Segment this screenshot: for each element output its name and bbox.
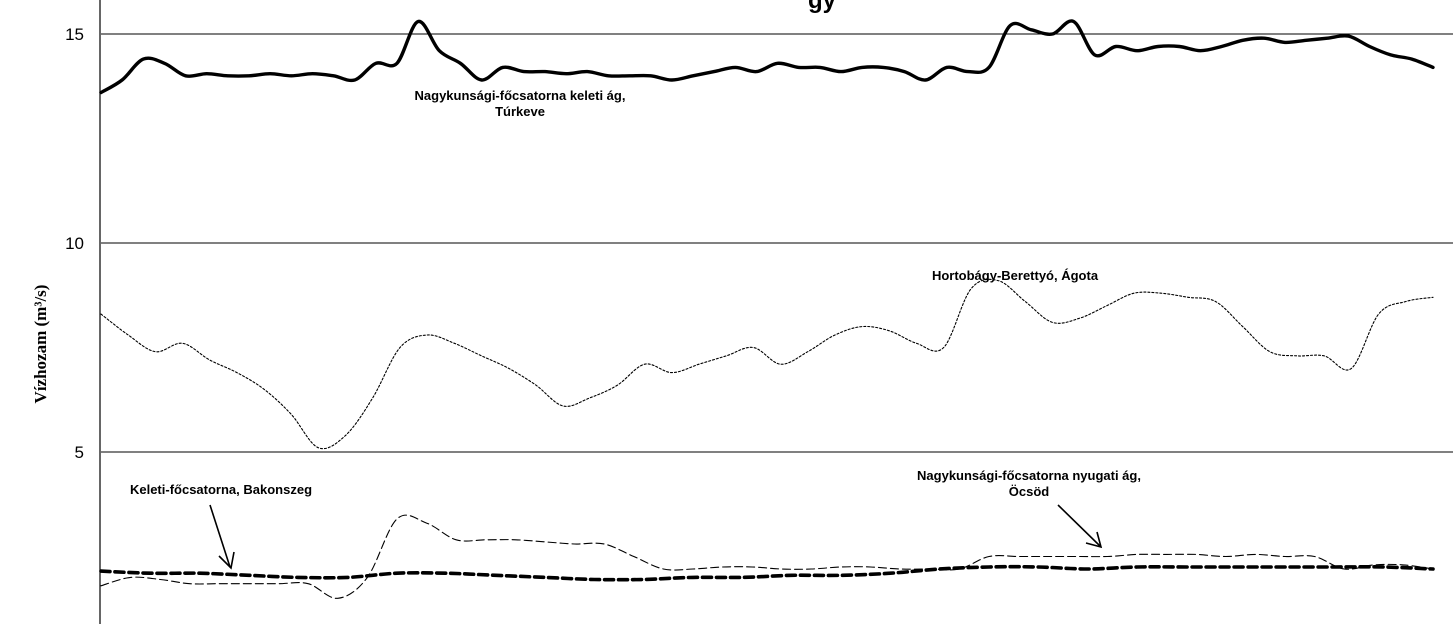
series-line-3 (99, 564, 1435, 582)
annotation-arrow-bakonszeg (209, 504, 231, 568)
annotation-arrowhead-ocsod (1085, 531, 1103, 549)
series-lines (99, 19, 1435, 599)
annotation-label: Túrkeve (495, 104, 545, 119)
gridlines (101, 33, 1453, 453)
annotation-label: Öcsöd (1009, 484, 1050, 499)
annotation-label: Nagykunsági-főcsatorna keleti ág, (415, 88, 626, 103)
series-annotations: Nagykunsági-főcsatorna keleti ág,Túrkeve… (130, 88, 1141, 499)
series-line-2 (100, 514, 1434, 599)
y-tick-labels: 5 10 15 (65, 25, 84, 462)
y-tick-label: 5 (75, 443, 84, 462)
y-axis-label: Vízhozam (m³/s) (31, 285, 50, 404)
annotation-label: Nagykunsági-főcsatorna nyugati ág, (917, 468, 1141, 483)
y-tick-label: 10 (65, 234, 84, 253)
annotation-arrows (209, 504, 1103, 570)
annotation-label: Keleti-főcsatorna, Bakonszeg (130, 482, 312, 497)
y-tick-label: 15 (65, 25, 84, 44)
series-line-1 (100, 278, 1434, 450)
annotation-arrowhead-bakonszeg (218, 551, 235, 570)
annotation-arrow-ocsod (1057, 504, 1101, 547)
chart-title-fragment: gy (808, 0, 837, 14)
series-line-0 (99, 19, 1435, 95)
annotation-label: Hortobágy-Berettyó, Ágota (932, 268, 1099, 283)
